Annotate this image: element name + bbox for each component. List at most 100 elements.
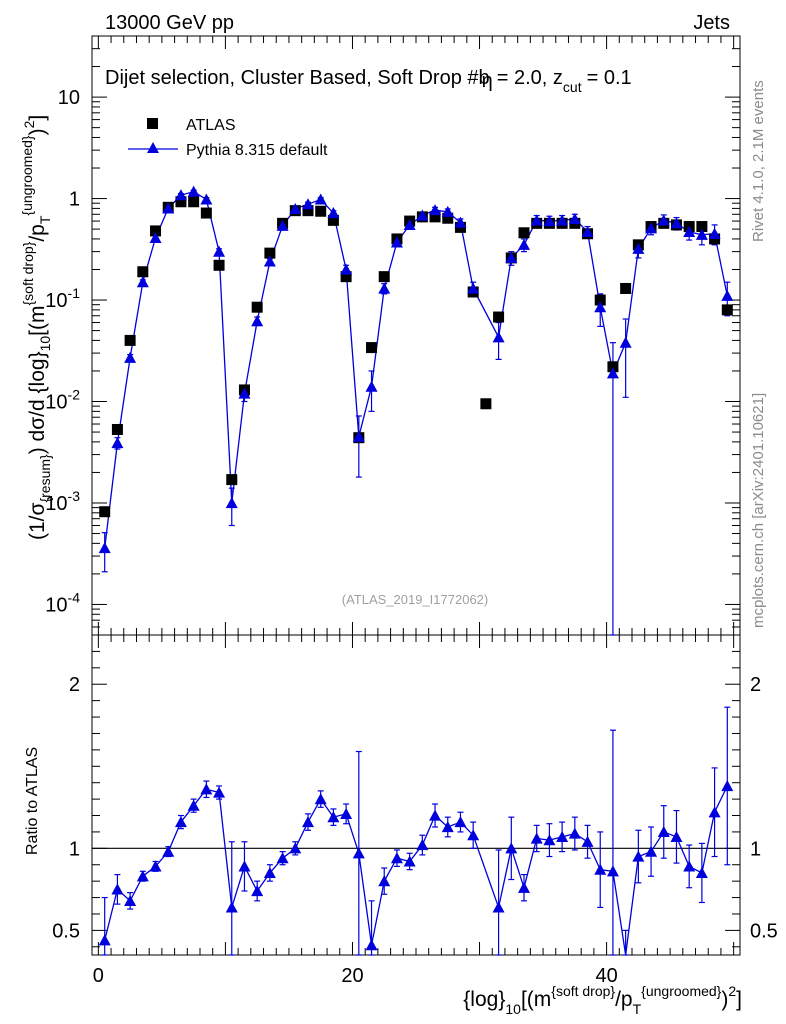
mc-data-point (556, 214, 569, 226)
ratio-y-tick-label-right: 2 (750, 674, 761, 696)
mc-data-point (645, 222, 658, 234)
ratio-data-point (505, 842, 518, 854)
legend-marker-pythia (147, 142, 159, 153)
y-tick-mantissa: 10 (45, 493, 67, 515)
mc-data-point (238, 387, 251, 399)
mc-data-point (632, 242, 645, 254)
legend-marker-atlas (147, 118, 158, 129)
mc-data-point (429, 204, 442, 216)
mc-data-point (657, 214, 670, 226)
ratio-y-tick-label-right: 0.5 (750, 920, 778, 942)
ratio-data-point (289, 842, 302, 854)
ratio-data-point (263, 866, 276, 879)
ratio-data-point (162, 845, 175, 857)
ratio-data-point (314, 793, 327, 805)
ratio-data-point (721, 779, 734, 792)
ratio-axis-ticks: 0 20 40 0.5 0.5 1 1 2 2 (52, 634, 778, 987)
mc-data-point (581, 225, 594, 237)
mc-data-point (213, 245, 226, 257)
ratio-data-layer (92, 706, 740, 956)
xlabel-sup2: {ungroomed} (641, 983, 722, 999)
ratio-plot-frame (91, 634, 741, 956)
plot-title-beta: = 2.0, z (497, 67, 563, 89)
main-y-tick-label: 10 (58, 87, 80, 109)
ylabel-close: ] (26, 115, 49, 121)
ratio-data-point (98, 934, 111, 946)
atlas-data-point (188, 196, 200, 208)
ylabel-sup2: {ungroomed} (19, 135, 35, 216)
ratio-data-point (429, 809, 442, 821)
mc-data-point (606, 367, 619, 379)
xlabel-e: ] (736, 988, 742, 1011)
mc-data-point (111, 437, 124, 449)
mc-data-point (365, 380, 378, 392)
ratio-data-point (530, 832, 543, 844)
ratio-data-point (645, 845, 658, 857)
mc-data-point (492, 331, 505, 343)
atlas-data-point (594, 294, 606, 306)
mc-data-point (670, 217, 683, 229)
mc-data-point (302, 198, 314, 210)
ratio-data-point (581, 835, 594, 847)
ylabel-sub2: 10 (37, 336, 53, 352)
main-y-tick-label: 10-4 (45, 589, 80, 616)
main-y-tick-label: 10-2 (45, 387, 80, 414)
ratio-y-tick-label: 0.5 (52, 920, 80, 942)
xlabel-sub2: T (633, 1001, 642, 1017)
ratio-data-point (632, 850, 645, 862)
atlas-data-point (302, 205, 314, 217)
mc-data-point (263, 255, 276, 267)
legend-label-atlas: ATLAS (186, 117, 236, 134)
mc-data-point (416, 209, 429, 221)
atlas-data-point (518, 227, 530, 239)
mc-data-point (454, 216, 467, 228)
mc-data-point (352, 430, 365, 442)
mc-data-point (378, 282, 391, 294)
mc-data-point (721, 289, 734, 301)
ratio-data-point (594, 863, 607, 875)
ratio-data-point (200, 783, 213, 795)
main-y-tick-label: 1 (69, 189, 80, 211)
atlas-data-point (200, 207, 212, 219)
atlas-data-point (721, 304, 733, 316)
ratio-data-point (568, 827, 581, 839)
ratio-data-point (302, 816, 314, 828)
mc-data-point (543, 215, 556, 227)
atlas-data-point (607, 361, 619, 373)
ratio-data-point (657, 825, 670, 838)
ratio-data-point (149, 860, 162, 872)
xlabel-d: ) (721, 988, 728, 1011)
atlas-data-point (709, 233, 721, 245)
ratio-y-tick-label-right: 1 (750, 838, 761, 860)
mc-data-point (530, 214, 543, 226)
mc-data-point (136, 276, 149, 288)
ratio-data-point (365, 939, 378, 951)
ratio-data-point (340, 807, 353, 819)
mc-data-point (708, 227, 721, 239)
energy-label: 13000 GeV pp (105, 12, 234, 34)
plot-title-zcut-value: = 0.1 (587, 67, 632, 89)
x-tick-label: 40 (595, 965, 617, 987)
mc-data-point (340, 263, 353, 275)
mc-data-point (441, 205, 454, 217)
ylabel-prefix: (1/σ (26, 502, 49, 540)
xlabel-b: [(m (521, 988, 551, 1011)
mc-data-point (505, 251, 518, 264)
mc-data-point (289, 202, 302, 215)
ratio-y-axis-label: Ratio to ATLAS (24, 747, 41, 855)
xlabel-a: {log} (463, 988, 505, 1011)
main-y-tick-label: 10-3 (45, 488, 80, 515)
mc-data-point (124, 351, 137, 363)
main-data-layer (98, 185, 734, 636)
mc-data-point (683, 225, 696, 237)
mc-data-point (594, 301, 607, 313)
xlabel-sup1: {soft drop} (551, 983, 615, 999)
atlas-data-point (226, 474, 238, 486)
mc-data-point (403, 218, 416, 231)
mc-data-point (162, 202, 175, 214)
ratio-data-point (403, 855, 416, 867)
ratio-data-point (695, 866, 708, 879)
atlas-data-point (493, 311, 505, 323)
